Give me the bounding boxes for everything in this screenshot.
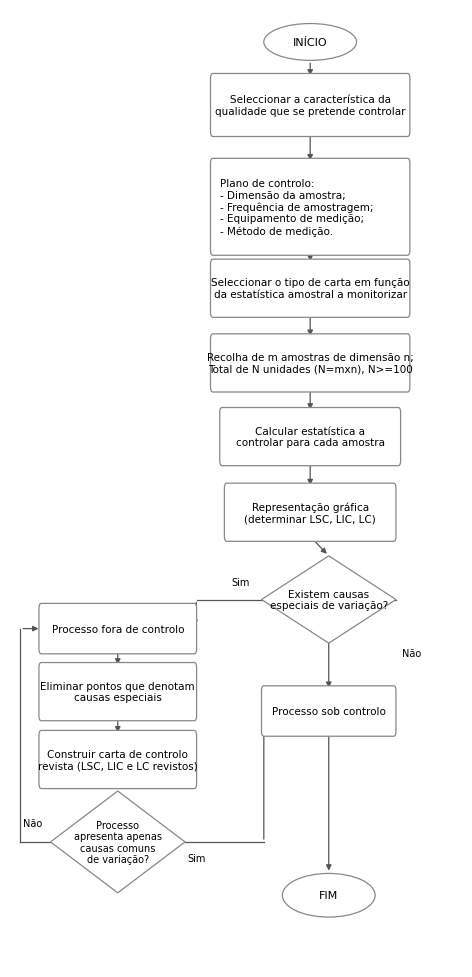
Text: FIM: FIM xyxy=(319,890,338,901)
Text: Processo fora de controlo: Processo fora de controlo xyxy=(51,624,184,634)
Polygon shape xyxy=(51,791,185,893)
FancyBboxPatch shape xyxy=(211,334,410,393)
Text: Processo sob controlo: Processo sob controlo xyxy=(272,706,386,716)
Text: Não: Não xyxy=(23,818,42,828)
Polygon shape xyxy=(261,556,396,644)
Text: Sim: Sim xyxy=(232,577,250,587)
Ellipse shape xyxy=(282,873,375,917)
Ellipse shape xyxy=(264,24,356,62)
FancyBboxPatch shape xyxy=(211,260,410,318)
Text: Plano de controlo:
- Dimensão da amostra;
- Frequência de amostragem;
- Equipame: Plano de controlo: - Dimensão da amostra… xyxy=(220,179,373,236)
Text: Não: Não xyxy=(402,648,421,658)
Text: Calcular estatística a
controlar para cada amostra: Calcular estatística a controlar para ca… xyxy=(236,426,385,447)
Text: Sim: Sim xyxy=(187,854,206,864)
Text: Construir carta de controlo
revista (LSC, LIC e LC revistos): Construir carta de controlo revista (LSC… xyxy=(38,749,198,771)
FancyBboxPatch shape xyxy=(211,159,410,256)
FancyBboxPatch shape xyxy=(220,408,401,466)
FancyBboxPatch shape xyxy=(211,74,410,138)
Text: Recolha de m amostras de dimensão n;
Total de N unidades (N=mxn), N>=100: Recolha de m amostras de dimensão n; Tot… xyxy=(207,353,413,374)
Text: Eliminar pontos que denotam
causas especiais: Eliminar pontos que denotam causas espec… xyxy=(41,681,195,702)
Text: Representação gráfica
(determinar LSC, LIC, LC): Representação gráfica (determinar LSC, L… xyxy=(244,501,376,524)
Text: Existem causas
especiais de variação?: Existem causas especiais de variação? xyxy=(270,589,388,611)
Text: Processo
apresenta apenas
causas comuns
de variação?: Processo apresenta apenas causas comuns … xyxy=(74,820,162,865)
FancyBboxPatch shape xyxy=(39,662,197,721)
FancyBboxPatch shape xyxy=(39,731,197,788)
FancyBboxPatch shape xyxy=(39,604,197,655)
FancyBboxPatch shape xyxy=(261,686,396,737)
FancyBboxPatch shape xyxy=(224,484,396,542)
Text: Seleccionar o tipo de carta em função
da estatística amostral a monitorizar: Seleccionar o tipo de carta em função da… xyxy=(211,278,410,300)
Text: INÍCIO: INÍCIO xyxy=(293,38,328,48)
Text: Seleccionar a característica da
qualidade que se pretende controlar: Seleccionar a característica da qualidad… xyxy=(215,95,405,116)
